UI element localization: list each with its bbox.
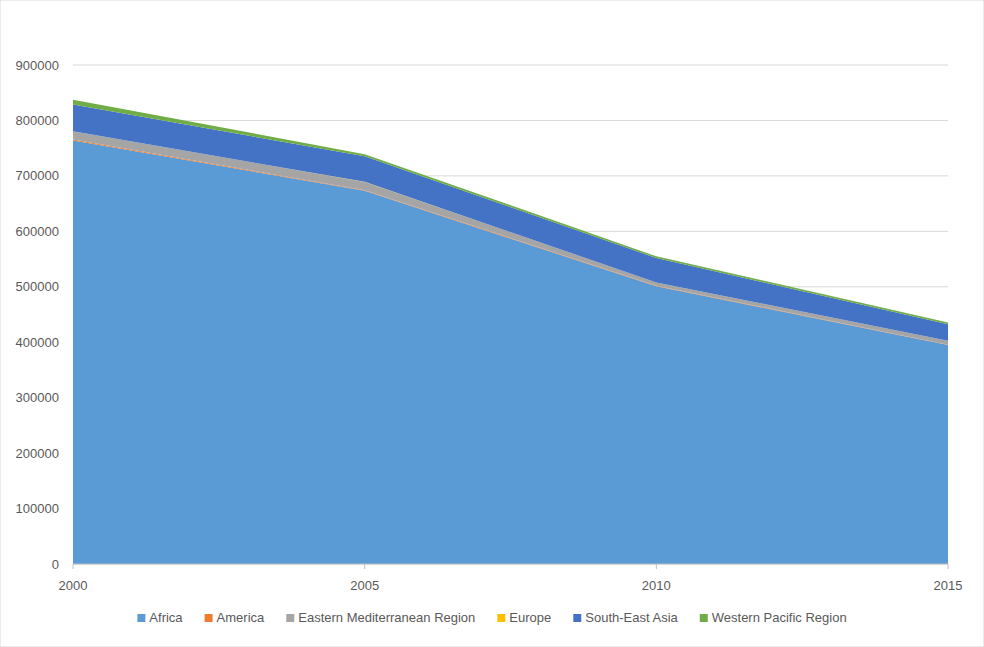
area xyxy=(73,100,948,325)
x-tick xyxy=(73,564,74,569)
legend-swatch xyxy=(700,614,708,622)
legend-swatch xyxy=(286,614,294,622)
legend-label: Western Pacific Region xyxy=(712,610,847,625)
grid-line xyxy=(73,120,948,121)
areas xyxy=(73,100,948,564)
legend-label: Africa xyxy=(149,610,183,625)
grid-line xyxy=(73,65,948,66)
y-tick-label: 600000 xyxy=(16,224,59,239)
y-tick-label: 200000 xyxy=(16,446,59,461)
legend-label: South-East Asia xyxy=(585,610,678,625)
legend: Africa America Eastern Mediterranean Regio… xyxy=(137,610,846,625)
x-axis xyxy=(73,564,948,565)
y-tick-label: 100000 xyxy=(16,501,59,516)
y-tick-label: 0 xyxy=(52,557,59,572)
area xyxy=(73,105,948,341)
x-tick-label: 2015 xyxy=(934,578,963,593)
legend-label: America xyxy=(217,610,265,625)
x-tick-label: 2005 xyxy=(350,578,379,593)
y-tick-label: 500000 xyxy=(16,279,59,294)
legend-swatch xyxy=(497,614,505,622)
legend-label: Eastern Mediterranean Region xyxy=(298,610,475,625)
area xyxy=(73,140,948,564)
y-tick-label: 900000 xyxy=(16,58,59,73)
legend-label: Europe xyxy=(509,610,551,625)
grid-line xyxy=(73,564,948,565)
y-tick-label: 300000 xyxy=(16,390,59,405)
x-tick xyxy=(948,564,949,569)
x-tick xyxy=(656,564,657,569)
chart: 0 100000 200000 300000 400000 500000 600000 700… xyxy=(0,0,984,647)
background xyxy=(0,0,984,647)
y-tick-label: 400000 xyxy=(16,335,59,350)
y-tick-label: 700000 xyxy=(16,168,59,183)
legend-swatch xyxy=(137,614,145,622)
x-tick xyxy=(364,564,365,569)
legend-swatch xyxy=(573,614,581,622)
x-tick-label: 2010 xyxy=(642,578,671,593)
legend-swatch xyxy=(205,614,213,622)
y-tick-label: 800000 xyxy=(16,113,59,128)
x-tick-label: 2000 xyxy=(59,578,88,593)
